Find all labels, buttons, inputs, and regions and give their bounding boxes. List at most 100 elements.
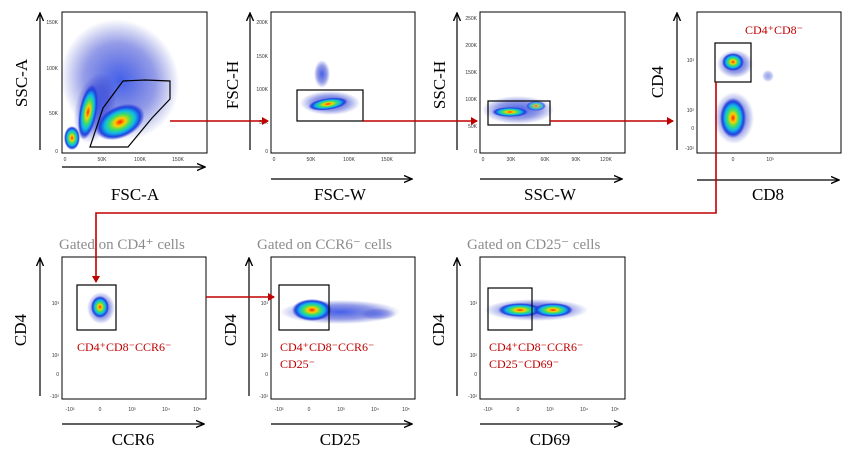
x-tick: 10³ <box>128 407 136 413</box>
x-axis-label: CCR6 <box>112 430 155 449</box>
y-tick: 0 <box>474 372 477 378</box>
x-tick: 0 <box>482 157 485 163</box>
gate-label: CD4⁺CD8⁻CCR6⁻ <box>280 340 374 354</box>
y-tick: 100K <box>46 66 58 72</box>
y-tick: 150K <box>256 54 268 60</box>
y-tick: 100K <box>465 97 477 103</box>
gate-rectangle <box>278 284 330 331</box>
gated-on-label: Gated on CD25⁻ cells <box>467 237 600 253</box>
x-tick: 50K <box>98 157 108 163</box>
y-axis-label: SSC-A <box>12 58 31 107</box>
y-axis-label: CD4 <box>648 65 667 98</box>
y-tick: -10² <box>685 146 694 152</box>
x-tick: 10⁵ <box>611 407 619 413</box>
plot-frame <box>479 256 626 400</box>
x-tick: 0 <box>517 407 520 413</box>
y-tick: 0 <box>265 149 268 155</box>
x-tick: 10³ <box>337 407 345 413</box>
y-tick: 10³ <box>687 58 695 64</box>
y-tick: 10² <box>470 353 478 359</box>
plot-cd4-vs-ccr6: Gated on CD4⁺ cells CD4⁺CD8⁻CCR6⁻ CCR6 C… <box>11 237 207 449</box>
x-tick: 0 <box>99 407 102 413</box>
gate-label: CD4⁺CD8⁻CCR6⁻ <box>77 340 171 354</box>
y-tick: 100K <box>256 87 268 93</box>
y-ticks: -10² 0 10² 10³ <box>468 301 477 400</box>
y-tick: 250K <box>465 16 477 22</box>
gate-label: CD4⁺CD8⁻CCR6⁻ <box>489 340 583 354</box>
y-tick: 150K <box>46 20 58 26</box>
x-ticks: -10³ 0 10³ 10⁴ 10⁵ <box>66 407 201 413</box>
plot-frame <box>270 11 416 154</box>
y-ticks: 0 50K 100K 150K 200K 250K <box>465 16 477 155</box>
x-axis-label: CD8 <box>752 185 784 204</box>
event-density <box>484 299 588 321</box>
y-ticks: -10² 0 10² 10³ <box>259 301 268 400</box>
plot-frame <box>479 11 626 154</box>
y-tick: 10² <box>261 353 269 359</box>
x-ticks: 0 10³ <box>732 157 774 163</box>
x-ticks: -10³ 0 10³ 10⁴ 10⁵ <box>484 407 619 413</box>
gate-rectangle <box>714 42 752 83</box>
y-tick: 10² <box>52 353 60 359</box>
x-axis-label: CD69 <box>530 430 571 449</box>
gate-label: CD4⁺CD8⁻ <box>745 23 803 37</box>
x-tick: 0 <box>732 157 735 163</box>
x-tick: 50K <box>307 157 317 163</box>
y-tick: -10² <box>259 394 268 400</box>
plot-frame <box>61 256 207 400</box>
y-ticks: -10² 0 10² 10³ <box>50 301 59 400</box>
x-tick: 0 <box>64 157 67 163</box>
x-tick: -10³ <box>66 407 75 413</box>
y-tick: 10² <box>687 108 695 114</box>
y-axis-label: CD4 <box>429 313 448 346</box>
y-tick: 50K <box>468 124 478 130</box>
x-ticks: -10³ 0 10³ 10⁴ 10⁵ <box>275 407 410 413</box>
plot-fsc-h-vs-fsc-w: FSC-W FSC-H 0 50K 100K 150K 0 50K 100K 1… <box>223 11 416 204</box>
y-tick: -10² <box>468 394 477 400</box>
gated-on-label: Gated on CD4⁺ cells <box>59 237 185 253</box>
y-tick: 0 <box>691 126 694 132</box>
x-tick: 60K <box>541 157 551 163</box>
y-tick: 0 <box>55 149 58 155</box>
x-ticks: 0 30K 60K 90K 120K <box>482 157 613 163</box>
y-axis-label: CD4 <box>221 313 240 346</box>
plot-frame <box>270 256 416 400</box>
gate-rectangle <box>487 100 551 126</box>
gate-label: CD25⁻ <box>280 357 315 371</box>
x-tick: 10⁴ <box>580 407 588 413</box>
event-density <box>714 50 774 144</box>
gate-label: CD25⁻CD69⁻ <box>489 357 559 371</box>
event-density <box>482 96 554 124</box>
y-ticks: -10² 0 10² 10³ <box>685 58 694 152</box>
y-tick: -10² <box>50 394 59 400</box>
x-tick: 100K <box>343 157 355 163</box>
x-ticks: 0 50K 100K 150K <box>273 157 394 163</box>
x-tick: 30K <box>507 157 517 163</box>
x-tick: -10³ <box>484 407 493 413</box>
x-axis-label: CD25 <box>320 430 361 449</box>
y-tick: 0 <box>265 372 268 378</box>
y-tick: 50K <box>49 111 59 117</box>
x-axis-label: SSC-W <box>524 185 577 204</box>
plot-ssc-h-vs-ssc-w: SSC-W SSC-H 0 30K 60K 90K 120K 0 50K 100… <box>430 11 626 204</box>
x-tick: 0 <box>273 157 276 163</box>
plot-cd4-vs-cd25: Gated on CCR6⁻ cells CD4⁺CD8⁻CCR6⁻ CD25⁻… <box>221 237 416 449</box>
event-density <box>280 299 400 324</box>
gate-rectangle <box>296 89 364 122</box>
event-density <box>87 292 115 324</box>
y-axis-label: FSC-H <box>223 61 242 109</box>
x-tick: 10⁵ <box>193 407 201 413</box>
y-tick: 200K <box>465 43 477 49</box>
x-tick: 0 <box>308 407 311 413</box>
x-tick: 10³ <box>766 157 774 163</box>
y-ticks: 0 50K 100K 150K <box>46 20 58 155</box>
y-tick: 10³ <box>261 301 269 307</box>
plot-cd4-vs-cd8: CD8 CD4 CD4⁺CD8⁻ 0 10³ -10² 0 10² 10³ <box>648 11 842 204</box>
x-tick: 10⁴ <box>162 407 170 413</box>
x-tick: 120K <box>600 157 612 163</box>
y-tick: 10³ <box>52 301 60 307</box>
x-tick: 10⁵ <box>402 407 410 413</box>
y-ticks: 0 50K 100K 150K 200K <box>256 20 268 155</box>
gated-on-label: Gated on CCR6⁻ cells <box>257 237 392 253</box>
y-tick: 0 <box>474 149 477 155</box>
